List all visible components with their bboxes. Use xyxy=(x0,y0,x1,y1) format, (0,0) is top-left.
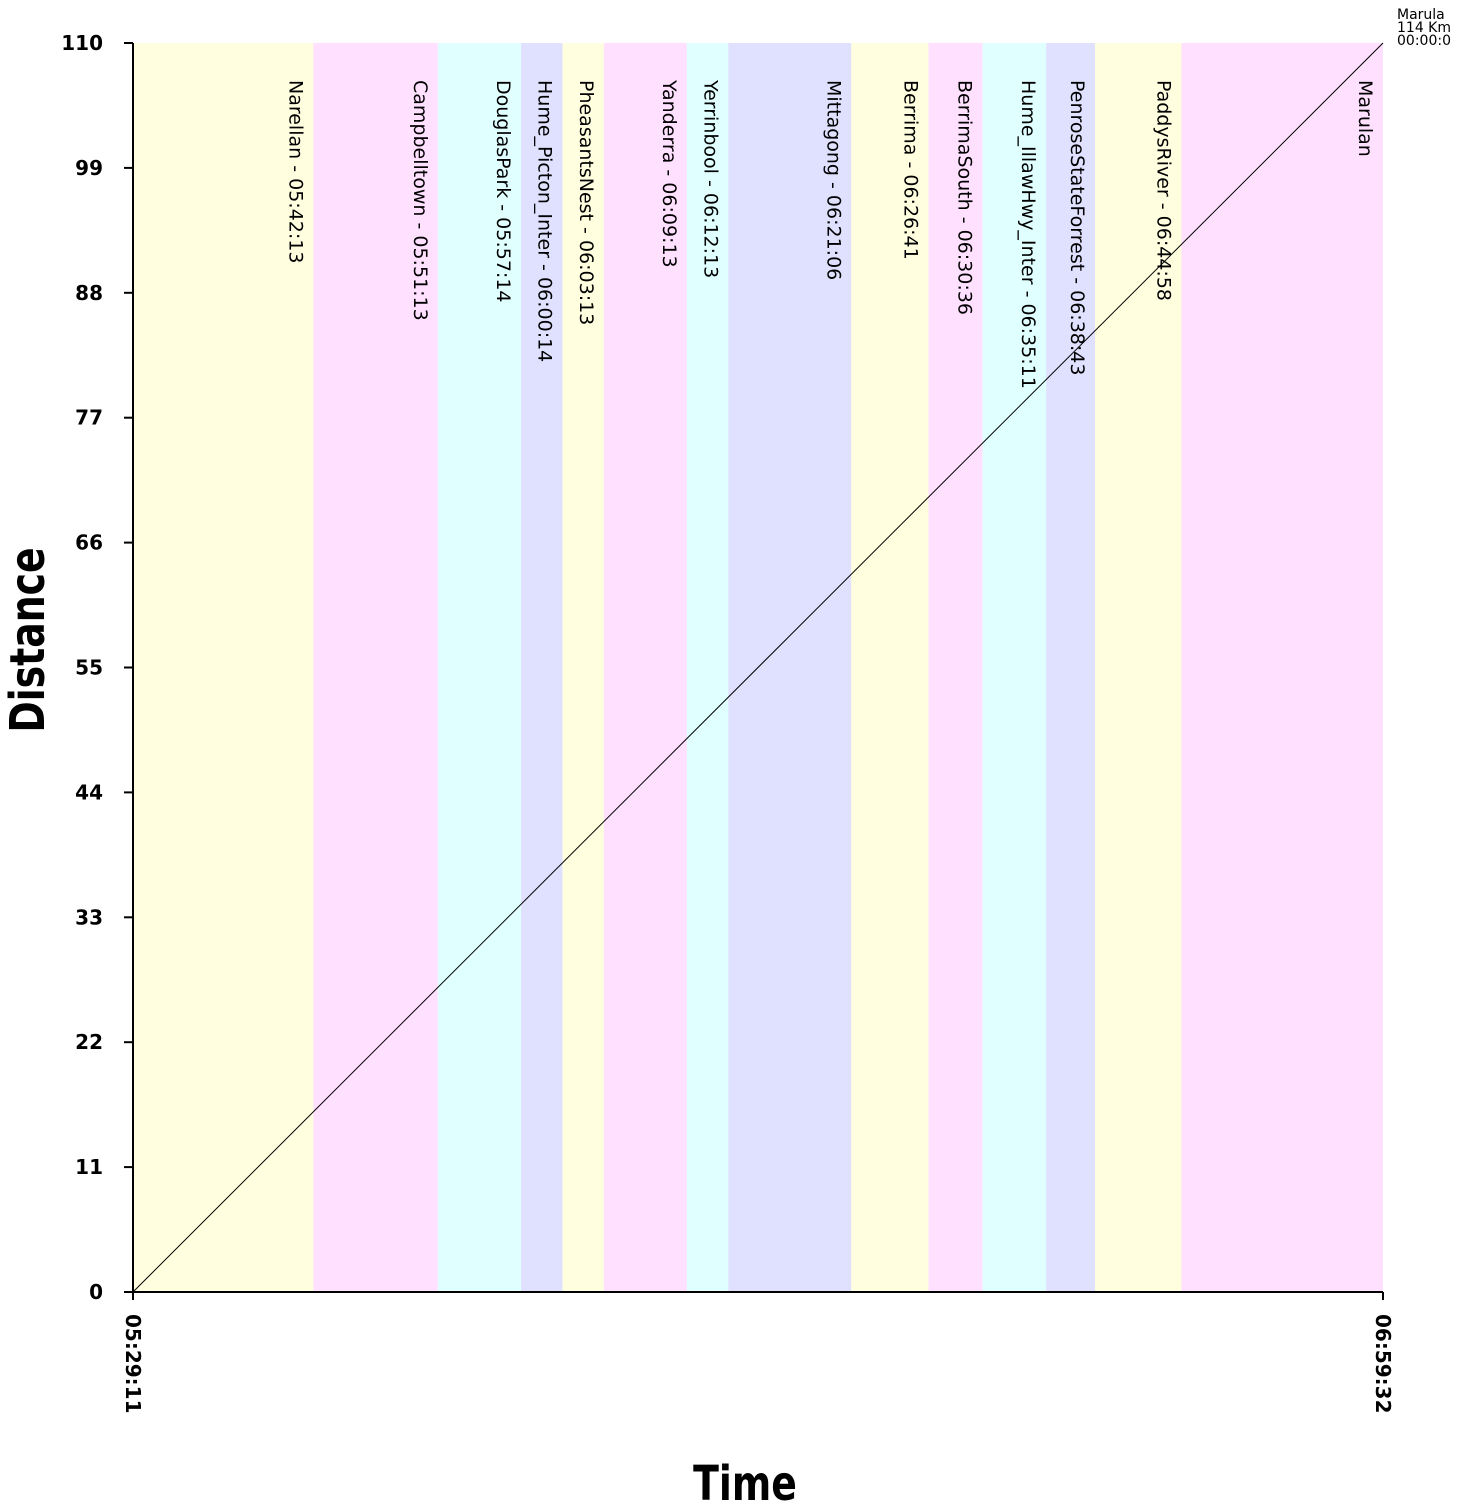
station-band-pheasantsnest xyxy=(562,43,604,1292)
station-label-yerrinbool: Yerrinbool - 06:12:13 xyxy=(699,79,721,278)
station-labels: Narellan - 05:42:13 Campbelltown - 05:51:… xyxy=(284,79,1376,389)
station-band-mittagong xyxy=(728,43,852,1292)
station-band-campbelltown xyxy=(313,43,438,1292)
station-band-penrosestateforrest xyxy=(1046,43,1095,1292)
y-tick-label: 66 xyxy=(75,531,103,555)
station-band-yanderra xyxy=(603,43,687,1292)
corner-note-line: 00:00:0 xyxy=(1397,33,1451,49)
y-tick-label: 44 xyxy=(75,780,103,804)
y-tick-label: 88 xyxy=(75,281,103,305)
station-band-hume_illawhwy_inter xyxy=(982,43,1047,1292)
station-label-pheasantsnest: PheasantsNest - 06:03:13 xyxy=(575,80,597,325)
station-label-berrima: Berrima - 06:26:41 xyxy=(900,80,922,260)
y-tick-label: 99 xyxy=(75,156,103,180)
station-band-marulan xyxy=(1181,43,1383,1292)
x-axis-title: Time xyxy=(693,1457,797,1508)
station-label-hume_illawhwy_inter: Hume_IllawHwy_Inter - 06:35:11 xyxy=(1017,80,1039,389)
y-tick-label: 11 xyxy=(75,1155,103,1179)
station-band-douglaspark xyxy=(437,43,522,1292)
station-band-berrimasouth xyxy=(928,43,983,1292)
series-lines xyxy=(132,42,1384,1293)
station-label-hume_picton_inter: Hume_Picton_Inter - 06:00:14 xyxy=(534,80,556,362)
y-tick-label: 22 xyxy=(75,1030,103,1054)
x-tick-label: 05:29:11 xyxy=(121,1314,145,1414)
station-label-narellan: Narellan - 05:42:13 xyxy=(284,80,306,263)
station-label-douglaspark: DouglasPark - 05:57:14 xyxy=(492,80,514,303)
station-band-hume_picton_inter xyxy=(521,43,563,1292)
station-label-campbelltown: Campbelltown - 05:51:13 xyxy=(409,80,431,321)
x-ticks: 05:29:11 06:59:32 xyxy=(121,1292,1395,1414)
corner-note-line: Marula xyxy=(1397,7,1445,23)
station-label-paddysriver: PaddysRiver - 06:44:58 xyxy=(1152,80,1174,301)
y-ticks: 0 11 22 33 44 55 66 77 88 99 110 xyxy=(61,31,133,1304)
y-tick-label: 55 xyxy=(75,656,103,680)
station-bands xyxy=(133,43,1383,1292)
station-band-berrima xyxy=(851,43,929,1292)
station-label-yanderra: Yanderra - 06:09:13 xyxy=(658,79,680,268)
station-label-penrosestateforrest: PenroseStateForrest - 06:38:43 xyxy=(1066,80,1088,375)
station-band-paddysriver xyxy=(1094,43,1182,1292)
station-band-narellan xyxy=(133,43,314,1292)
y-tick-label: 0 xyxy=(89,1280,103,1304)
y-tick-label: 33 xyxy=(75,905,103,929)
y-axis-title: Distance xyxy=(1,547,57,732)
y-tick-label: 77 xyxy=(75,406,103,430)
station-label-berrimasouth: BerrimaSouth - 06:30:36 xyxy=(954,80,976,315)
x-tick-label: 06:59:32 xyxy=(1371,1314,1395,1414)
station-label-marulan: Marulan xyxy=(1354,80,1376,157)
station-label-mittagong: Mittagong - 06:21:06 xyxy=(822,80,844,280)
series-line-0 xyxy=(132,42,1384,1293)
y-tick-label: 110 xyxy=(61,31,103,55)
station-band-yerrinbool xyxy=(686,43,729,1292)
corner-note-line: 114 Km xyxy=(1397,20,1451,36)
